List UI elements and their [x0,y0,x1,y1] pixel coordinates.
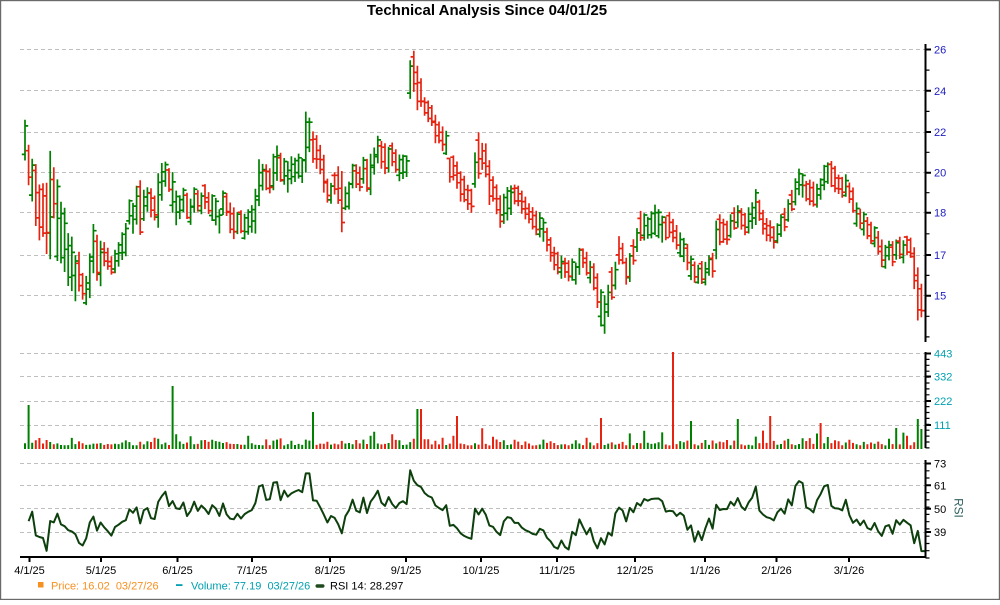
svg-text:73: 73 [934,459,946,471]
svg-text:11/1/25: 11/1/25 [539,565,575,577]
svg-text:111: 111 [934,420,951,432]
svg-text:Price: 16.02 03/27/26: Price: 16.02 03/27/26 [51,581,159,593]
svg-text:10/1/25: 10/1/25 [463,565,500,577]
svg-text:Volume: 77.19 03/27/26: Volume: 77.19 03/27/26 [191,581,310,593]
svg-text:8/1/25: 8/1/25 [315,565,346,577]
svg-text:443: 443 [934,349,952,361]
svg-text:4/1/25: 4/1/25 [14,565,45,577]
svg-text:18: 18 [934,208,946,220]
svg-text:61: 61 [934,480,946,492]
svg-text:6/1/25: 6/1/25 [162,565,193,577]
svg-text:15: 15 [934,291,946,303]
svg-text:39: 39 [934,527,946,539]
svg-text:50: 50 [934,504,946,516]
svg-text:222: 222 [934,396,952,408]
svg-text:7/1/25: 7/1/25 [237,565,268,577]
svg-text:5/1/25: 5/1/25 [86,565,117,577]
svg-text:Technical Analysis Since 04/01: Technical Analysis Since 04/01/25 [367,2,607,19]
svg-text:24: 24 [934,86,946,98]
svg-text:1/1/26: 1/1/26 [690,565,721,577]
svg-text:20: 20 [934,168,946,180]
svg-text:17: 17 [934,250,946,262]
svg-text:2/1/26: 2/1/26 [761,565,792,577]
svg-text:RSI: RSI [952,498,966,518]
svg-text:3/1/26: 3/1/26 [834,565,865,577]
svg-text:12/1/25: 12/1/25 [617,565,654,577]
svg-text:RSI 14: 28.297: RSI 14: 28.297 [330,581,403,593]
svg-text:9/1/25: 9/1/25 [391,565,422,577]
svg-text:22: 22 [934,127,946,139]
svg-text:332: 332 [934,372,952,384]
svg-text:26: 26 [934,45,946,57]
